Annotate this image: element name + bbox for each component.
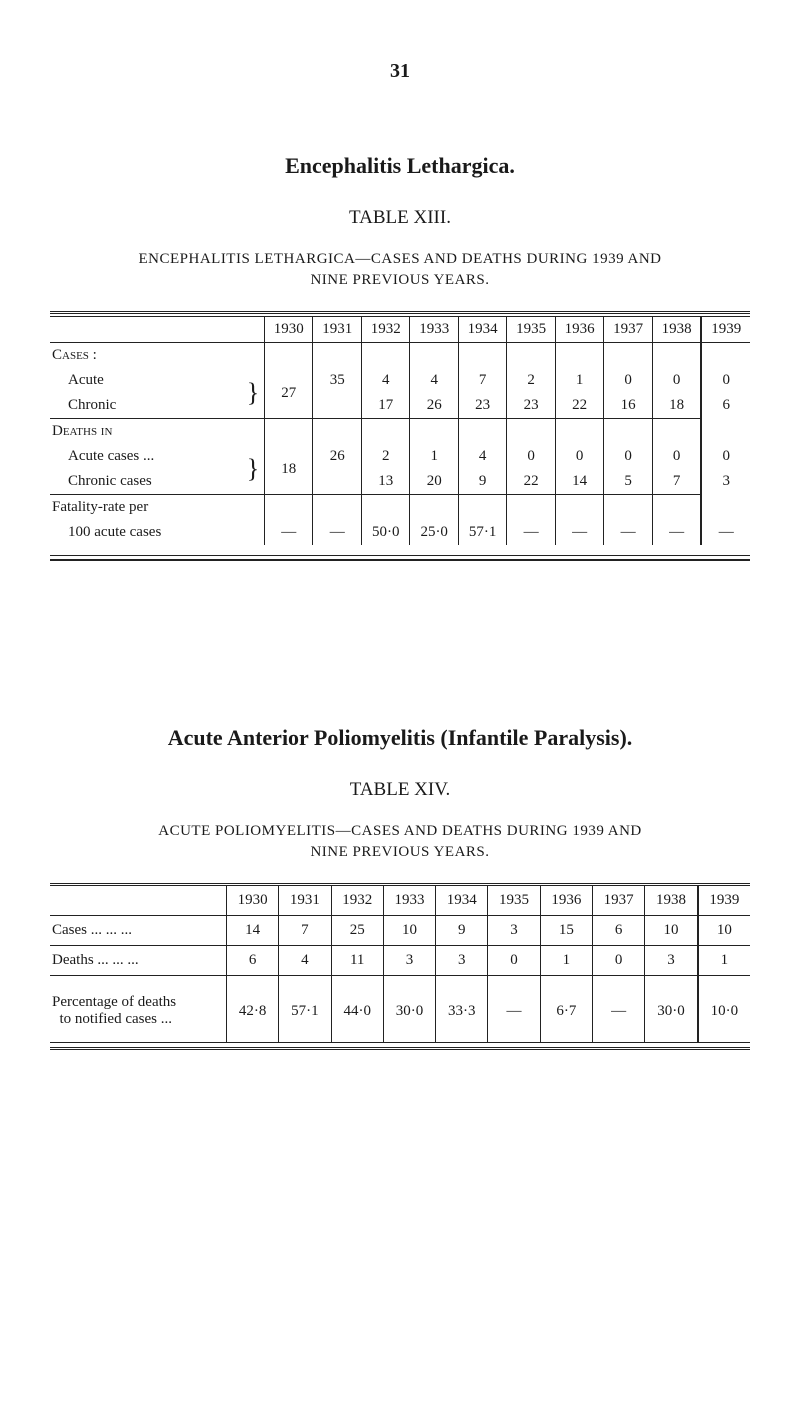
table14-year-2: 1932	[331, 885, 383, 916]
table14-row-pct: Percentage of deaths to notified cases .…	[50, 976, 750, 1043]
table14-row-pct-label: Percentage of deaths to notified cases .…	[50, 976, 227, 1043]
table13-year-7: 1937	[604, 317, 652, 343]
table14-caption-2: NINE PREVIOUS YEARS.	[50, 844, 750, 861]
table13-g2-r0-label: Acute cases ...	[50, 444, 242, 469]
table13-year-8: 1938	[652, 317, 701, 343]
section1-title: Encephalitis Lethargica.	[50, 153, 750, 179]
table14-stub-header	[50, 885, 227, 916]
table13-year-0: 1930	[265, 317, 313, 343]
table13-year-4: 1934	[458, 317, 506, 343]
table14-row-cases-label: Cases ... ... ...	[50, 916, 227, 946]
table14-header-row: 1930 1931 1932 1933 1934 1935 1936 1937 …	[50, 885, 750, 916]
table13-g2-braced: 18	[265, 444, 313, 495]
table13-g1-r0-label: Acute	[50, 368, 242, 393]
table14-year-1: 1931	[279, 885, 331, 916]
table13-g3-r0-label: 100 acute cases	[50, 520, 265, 545]
table14-year-7: 1937	[592, 885, 644, 916]
table14-bottom-rule	[50, 1042, 750, 1050]
table13: 1930 1931 1932 1933 1934 1935 1936 1937 …	[50, 316, 750, 545]
table14: 1930 1931 1932 1933 1934 1935 1936 1937 …	[50, 883, 750, 1042]
table14-row-deaths: Deaths ... ... ... 6 4 11 3 3 0 1 0 3 1	[50, 946, 750, 976]
table14-year-4: 1934	[436, 885, 488, 916]
table14-year-9: 1939	[698, 885, 750, 916]
page: 31 Encephalitis Lethargica. TABLE XIII. …	[0, 0, 800, 1100]
table14-row-deaths-label: Deaths ... ... ...	[50, 946, 227, 976]
table13-g1-r1-label: Chronic	[50, 393, 242, 419]
table13-year-3: 1933	[410, 317, 458, 343]
table13-g2-header: Deaths in	[50, 419, 750, 445]
table13-caption-1: ENCEPHALITIS LETHARGICA—CASES AND DEATHS…	[50, 251, 750, 268]
table14-year-3: 1933	[383, 885, 435, 916]
brace-icon: }	[242, 368, 265, 419]
table13-stub-header	[50, 317, 265, 343]
table14-body: Cases ... ... ... 14 7 25 10 9 3 15 6 10…	[50, 916, 750, 1043]
table13-g2-header-label: Deaths in	[50, 419, 265, 445]
table13-g1-braced: 27	[265, 368, 313, 419]
table13-g2-r0: Acute cases ... } 18 26 2 1 4 0 0 0 0 0	[50, 444, 750, 469]
section-gap	[50, 561, 750, 701]
table13-caption-2: NINE PREVIOUS YEARS.	[50, 272, 750, 289]
table14-row-cases: Cases ... ... ... 14 7 25 10 9 3 15 6 10…	[50, 916, 750, 946]
table14-year-8: 1938	[645, 885, 698, 916]
table13-year-5: 1935	[507, 317, 555, 343]
pct-label-line1: Percentage of deaths	[52, 994, 176, 1010]
table13-label: TABLE XIII.	[50, 207, 750, 229]
page-number: 31	[50, 60, 750, 83]
section2-title: Acute Anterior Poliomyelitis (Infantile …	[50, 725, 750, 751]
table13-g3-header: Fatality-rate per	[50, 495, 750, 521]
table13-g1-r0: Acute } 27 35 4 4 7 2 1 0 0 0	[50, 368, 750, 393]
table13-g2-r1: Chronic cases 13 20 9 22 14 5 7 3	[50, 469, 750, 495]
table13-g1-header: Cases :	[50, 343, 750, 369]
pct-label-line2: to notified cases ...	[60, 1011, 172, 1027]
table14-year-0: 1930	[227, 885, 279, 916]
table13-header-row: 1930 1931 1932 1933 1934 1935 1936 1937 …	[50, 317, 750, 343]
table14-year-6: 1936	[540, 885, 592, 916]
table13-g2-r1-label: Chronic cases	[50, 469, 242, 495]
table14-year-5: 1935	[488, 885, 540, 916]
table13-year-1: 1931	[313, 317, 361, 343]
table13-g3-header-label: Fatality-rate per	[50, 495, 265, 521]
table13-body: Cases : Acute } 27 35 4 4 7 2 1 0 0 0 Ch…	[50, 343, 750, 546]
table13-year-2: 1932	[361, 317, 409, 343]
table13-g1-r1: Chronic 17 26 23 23 22 16 18 6	[50, 393, 750, 419]
table13-year-9: 1939	[701, 317, 750, 343]
brace-icon: }	[242, 444, 265, 495]
table14-label: TABLE XIV.	[50, 779, 750, 801]
table13-g1-header-label: Cases :	[50, 343, 265, 369]
table13-year-6: 1936	[555, 317, 603, 343]
table14-caption-1: ACUTE POLIOMYELITIS—CASES AND DEATHS DUR…	[50, 823, 750, 840]
table13-g3-r0: 100 acute cases — — 50·0 25·0 57·1 — — —…	[50, 520, 750, 545]
